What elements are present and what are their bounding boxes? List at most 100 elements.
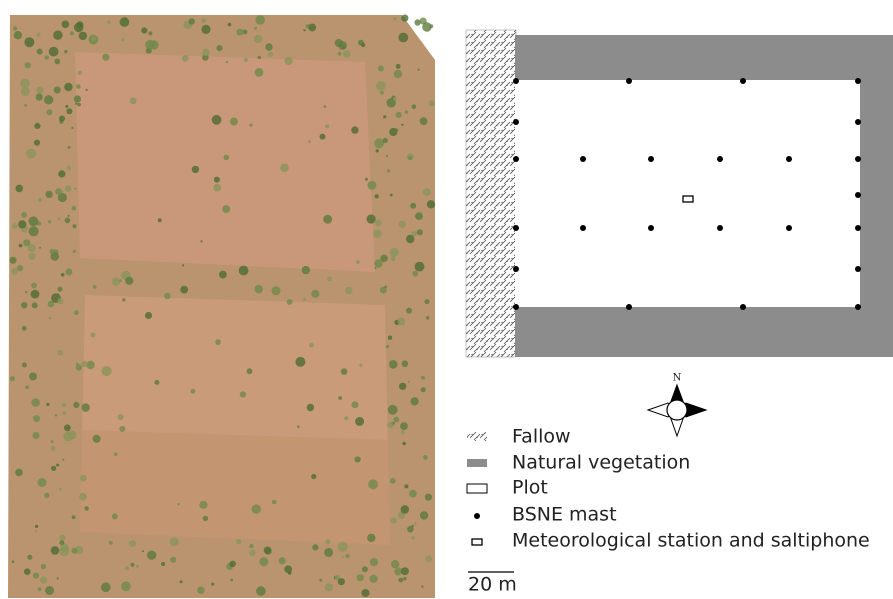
vegetation [403, 576, 407, 581]
vegetation [386, 98, 396, 108]
vegetation [21, 302, 28, 309]
vegetation [222, 205, 231, 214]
vegetation [395, 111, 402, 118]
vegetation [18, 243, 23, 248]
vegetation [9, 256, 17, 264]
vegetation [135, 564, 140, 569]
vegetation [215, 339, 221, 345]
vegetation [308, 140, 312, 144]
vegetation [92, 434, 101, 443]
vegetation [18, 220, 27, 229]
vegetation [43, 95, 54, 105]
vegetation [309, 342, 314, 348]
vegetation [422, 22, 432, 32]
legend-label: Fallow [512, 426, 571, 448]
vegetation [107, 20, 111, 25]
vegetation [369, 558, 379, 567]
vegetation [410, 202, 417, 209]
vegetation [81, 403, 90, 412]
vegetation [337, 578, 345, 586]
bsne-mast [786, 225, 792, 231]
vegetation [47, 220, 52, 224]
vegetation [50, 252, 60, 261]
vegetation [411, 104, 417, 109]
bsne-mast [513, 119, 519, 125]
vegetation [58, 170, 66, 178]
vegetation [121, 38, 125, 42]
vegetation [385, 344, 390, 349]
vegetation [44, 55, 49, 60]
vegetation [271, 286, 281, 296]
vegetation [49, 317, 51, 320]
vegetation [404, 484, 409, 489]
vegetation [55, 188, 62, 195]
vegetation [65, 104, 69, 108]
vegetation [12, 223, 18, 229]
vegetation [141, 550, 144, 553]
vegetation [380, 254, 388, 263]
vegetation [398, 220, 406, 228]
compass: N [646, 373, 708, 438]
vegetation [201, 24, 211, 34]
vegetation [75, 364, 83, 371]
vegetation [213, 183, 222, 192]
vegetation [149, 40, 159, 50]
vegetation [60, 543, 69, 552]
vegetation [423, 455, 428, 460]
vegetation [24, 103, 27, 107]
vegetation [257, 55, 261, 60]
vegetation [380, 90, 384, 95]
vegetation [416, 229, 423, 236]
vegetation [415, 212, 423, 221]
bsne-mast [855, 78, 861, 84]
vegetation [327, 276, 332, 282]
vegetation [400, 422, 408, 430]
vegetation [389, 247, 399, 257]
vegetation [398, 577, 404, 583]
vegetation [406, 307, 412, 314]
vegetation [28, 216, 39, 227]
vegetation [355, 260, 360, 264]
vegetation [227, 22, 232, 27]
vegetation [410, 397, 419, 406]
vegetation [411, 231, 417, 237]
bsne-mast [648, 225, 654, 231]
vegetation [367, 533, 376, 543]
vegetation [35, 524, 39, 529]
vegetation [117, 414, 124, 421]
vegetation [400, 505, 409, 514]
vegetation [56, 463, 60, 467]
vegetation [351, 126, 359, 134]
vegetation [26, 148, 37, 159]
vegetation [57, 217, 61, 221]
vegetation [373, 229, 382, 238]
vegetation [366, 214, 376, 224]
vegetation [387, 335, 393, 340]
vegetation [355, 416, 365, 426]
vegetation [256, 586, 266, 596]
vegetation [16, 264, 24, 272]
vegetation [72, 224, 77, 229]
vegetation [364, 177, 369, 181]
vegetation [407, 380, 410, 383]
vegetation [21, 325, 27, 331]
vegetation [268, 51, 273, 57]
vegetation [420, 387, 426, 393]
vegetation [409, 489, 417, 498]
vegetation [376, 81, 386, 91]
vegetation [45, 190, 53, 199]
vegetation [223, 154, 230, 161]
vegetation [389, 193, 393, 197]
vegetation [74, 187, 77, 190]
vegetation [59, 534, 66, 541]
vegetation [374, 259, 383, 268]
vegetation [61, 20, 70, 29]
plot-area [515, 80, 860, 307]
vegetation [392, 97, 397, 101]
vegetation [369, 574, 378, 584]
vegetation [351, 401, 359, 409]
vegetation [33, 415, 40, 423]
plot-diagram [465, 29, 893, 358]
met-station [682, 195, 694, 203]
vegetation [40, 563, 47, 570]
